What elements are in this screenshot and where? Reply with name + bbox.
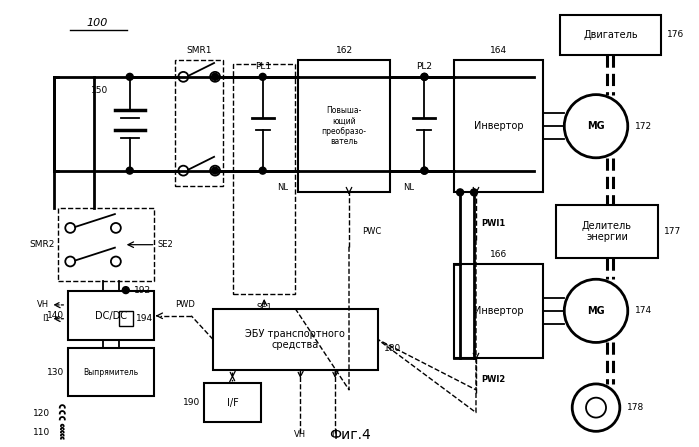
Text: 194: 194 bbox=[136, 314, 153, 323]
Circle shape bbox=[470, 189, 477, 196]
Circle shape bbox=[259, 167, 266, 174]
Text: 140: 140 bbox=[47, 311, 64, 320]
Text: Делитель
энергии: Делитель энергии bbox=[582, 220, 632, 242]
Text: ЭБУ транспортного
средства: ЭБУ транспортного средства bbox=[245, 329, 345, 350]
Text: PWI1: PWI1 bbox=[481, 219, 505, 228]
Text: Фиг.4: Фиг.4 bbox=[329, 428, 371, 442]
Bar bbox=[233, 64, 296, 294]
Bar bbox=[69, 348, 154, 396]
Text: Инвертор: Инвертор bbox=[474, 121, 524, 131]
Bar bbox=[454, 265, 543, 358]
Text: SMR1: SMR1 bbox=[187, 46, 212, 55]
Text: 110: 110 bbox=[33, 428, 50, 437]
Circle shape bbox=[127, 73, 134, 80]
Text: VH: VH bbox=[37, 300, 50, 309]
Circle shape bbox=[212, 73, 219, 80]
Text: 178: 178 bbox=[627, 403, 644, 412]
Text: PL1: PL1 bbox=[254, 63, 271, 72]
Bar bbox=[454, 60, 543, 192]
Bar bbox=[175, 60, 223, 186]
Text: PWI2: PWI2 bbox=[481, 375, 505, 384]
Text: Выпрямитель: Выпрямитель bbox=[83, 367, 138, 376]
Text: 190: 190 bbox=[183, 398, 200, 407]
Text: SE1: SE1 bbox=[257, 304, 272, 312]
Text: 177: 177 bbox=[663, 227, 681, 236]
Bar bbox=[69, 291, 154, 341]
Text: 162: 162 bbox=[336, 46, 352, 55]
Circle shape bbox=[421, 167, 428, 174]
Text: 192: 192 bbox=[134, 286, 151, 295]
Circle shape bbox=[421, 73, 428, 80]
Circle shape bbox=[421, 73, 428, 80]
Text: Двигатель: Двигатель bbox=[583, 30, 637, 40]
Circle shape bbox=[421, 167, 428, 174]
Text: 130: 130 bbox=[47, 367, 64, 376]
Text: PWC: PWC bbox=[362, 228, 381, 236]
Text: SMR2: SMR2 bbox=[29, 240, 55, 249]
Text: 164: 164 bbox=[490, 46, 507, 55]
Circle shape bbox=[127, 167, 134, 174]
Text: Повыша-
ющий
преобразо-
ватель: Повыша- ющий преобразо- ватель bbox=[322, 106, 366, 146]
Text: PWD: PWD bbox=[175, 300, 195, 309]
Text: DC/DC: DC/DC bbox=[95, 311, 127, 321]
Text: MG: MG bbox=[587, 121, 605, 131]
Bar bbox=[204, 383, 261, 422]
Text: 172: 172 bbox=[635, 122, 652, 131]
Bar bbox=[119, 311, 133, 326]
Circle shape bbox=[122, 287, 129, 294]
Text: Инвертор: Инвертор bbox=[474, 306, 524, 316]
Text: VH: VH bbox=[294, 430, 306, 439]
Text: 150: 150 bbox=[91, 86, 108, 95]
Text: NL: NL bbox=[403, 183, 415, 192]
Circle shape bbox=[456, 189, 463, 196]
Text: I/F: I/F bbox=[226, 398, 238, 408]
Bar bbox=[561, 15, 661, 55]
Text: 120: 120 bbox=[34, 409, 50, 418]
Text: 174: 174 bbox=[635, 306, 652, 315]
Text: I1: I1 bbox=[42, 314, 50, 323]
Text: 180: 180 bbox=[384, 344, 401, 353]
Bar bbox=[298, 60, 389, 192]
Bar bbox=[213, 309, 377, 370]
Text: NL: NL bbox=[277, 183, 288, 192]
Text: PL2: PL2 bbox=[417, 63, 433, 72]
Bar bbox=[556, 205, 658, 257]
Circle shape bbox=[259, 73, 266, 80]
Circle shape bbox=[212, 167, 219, 174]
Text: I1: I1 bbox=[331, 430, 339, 439]
Bar bbox=[58, 208, 154, 281]
Text: 100: 100 bbox=[87, 17, 108, 28]
Text: SE2: SE2 bbox=[157, 240, 173, 249]
Text: 176: 176 bbox=[666, 30, 684, 39]
Text: MG: MG bbox=[587, 306, 605, 316]
Text: 166: 166 bbox=[490, 250, 507, 259]
